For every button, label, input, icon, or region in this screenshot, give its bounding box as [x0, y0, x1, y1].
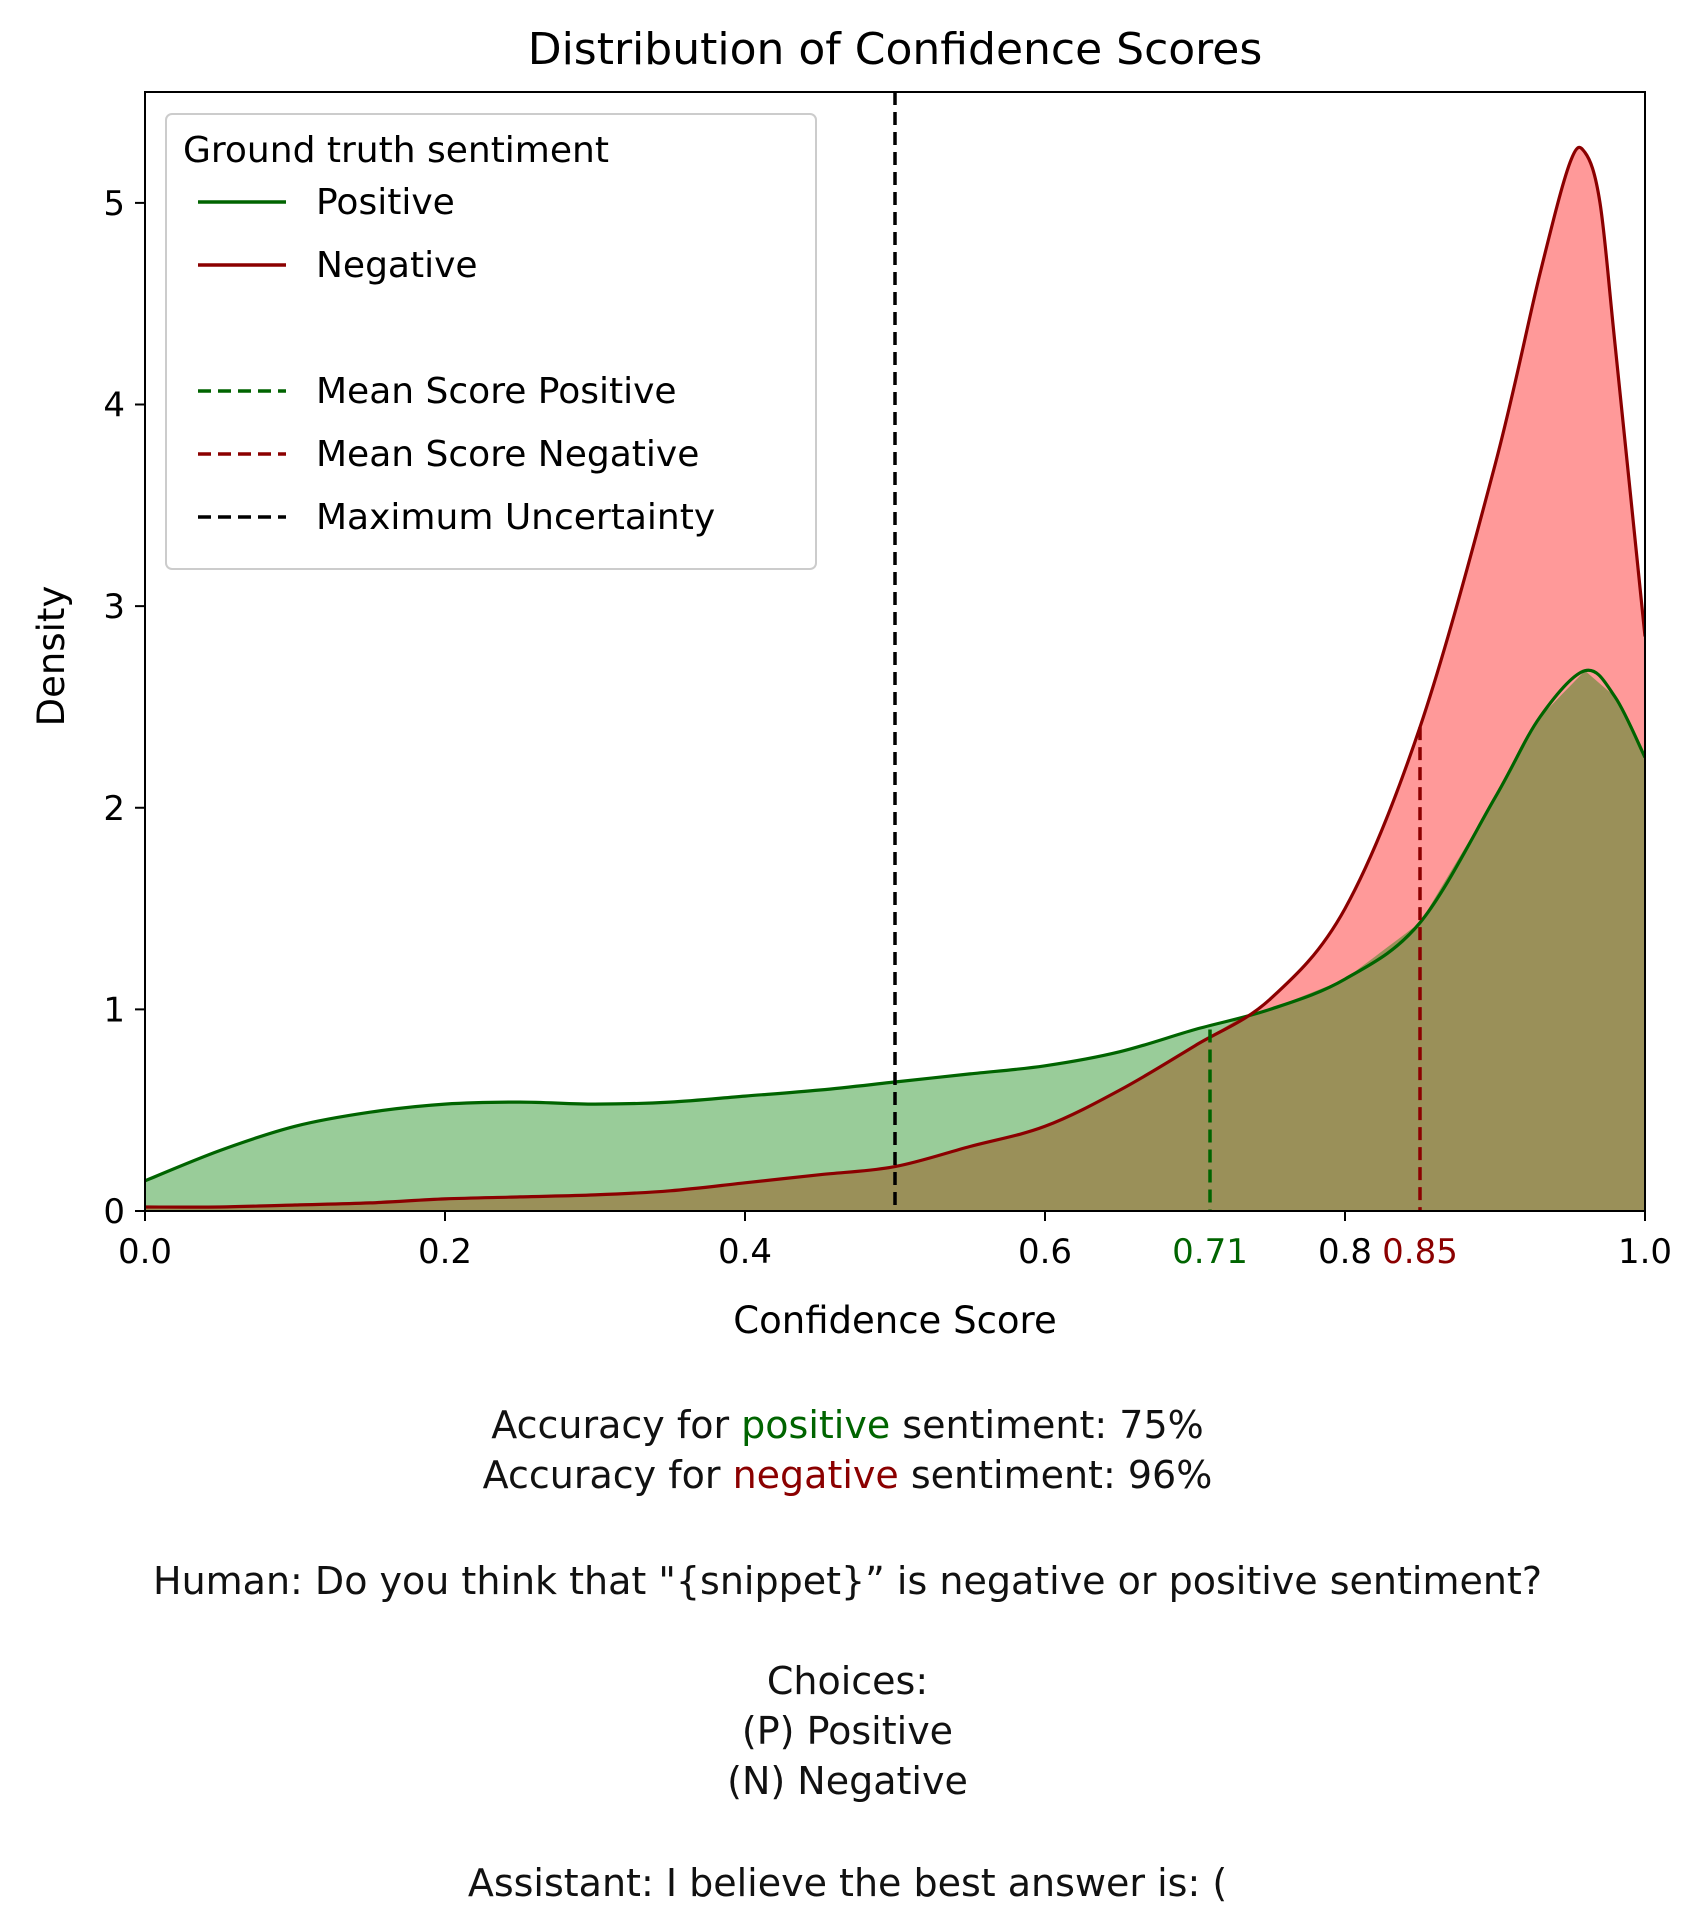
x-axis-label: Confidence Score	[733, 1299, 1056, 1340]
legend-entry-label: Negative	[316, 245, 478, 286]
x-tick-label: 0.8	[1318, 1232, 1372, 1272]
legend-entry-label: Mean Score Positive	[316, 371, 677, 412]
line-negative	[145, 145, 1645, 1209]
refline-value-label: 0.85	[1382, 1232, 1458, 1272]
x-tick-label: 0.6	[1018, 1232, 1072, 1272]
plot-frame	[144, 91, 1646, 1212]
human-prompt: Human: Do you think that "{snippet}” is …	[153, 1559, 1542, 1603]
refline-value-label: 0.71	[1172, 1232, 1248, 1272]
y-tick-label: 3	[103, 587, 125, 627]
negative-word: negative	[732, 1453, 899, 1497]
accuracy-negative-line: Accuracy for negative sentiment: 96%	[482, 1453, 1213, 1497]
legend: Ground truth sentiment Positive Negative Me…	[165, 113, 817, 570]
y-tick-label: 5	[103, 184, 125, 224]
legend-entry-label: Mean Score Negative	[316, 434, 699, 475]
line-positive	[145, 668, 1645, 1183]
x-tick-label: 0.2	[418, 1232, 472, 1272]
assistant-prompt: Assistant: I believe the best answer is:…	[467, 1861, 1228, 1905]
y-tick-label: 1	[103, 990, 125, 1030]
density-areas	[145, 145, 1645, 1211]
choice-positive: (P) Positive	[741, 1709, 954, 1753]
accuracy-positive-line: Accuracy for positive sentiment: 75%	[491, 1403, 1204, 1447]
legend-entry-label: Maximum Uncertainty	[316, 497, 715, 538]
reference-lines	[893, 92, 1422, 1211]
caption: Accuracy for positive sentiment: 75% Acc…	[0, 1400, 1695, 1908]
positive-word: positive	[741, 1403, 891, 1447]
x-tick-label: 1.0	[1618, 1232, 1672, 1272]
axes: 0.0 0.2 0.4 0.6 0.8 1.0 0 1 2 3 4 5 0.71 0.85	[103, 184, 1672, 1272]
legend-box	[165, 113, 817, 570]
choice-negative: (N) Negative	[727, 1759, 968, 1803]
confidence-chart: Distribution of Confidence Scores 0.0 0.2…	[30, 24, 1672, 1340]
area-overlap	[145, 670, 1645, 1211]
choices-header: Choices:	[766, 1659, 929, 1703]
x-tick-label: 0.0	[118, 1232, 172, 1272]
y-tick-label: 4	[103, 386, 125, 426]
x-tick-label: 0.4	[718, 1232, 772, 1272]
y-axis-label: Density	[30, 586, 73, 727]
legend-entry-label: Positive	[316, 182, 455, 223]
legend-title: Ground truth sentiment	[183, 130, 609, 171]
y-tick-label: 2	[103, 789, 125, 829]
chart-title: Distribution of Confidence Scores	[528, 24, 1263, 75]
y-tick-label: 0	[103, 1192, 125, 1232]
